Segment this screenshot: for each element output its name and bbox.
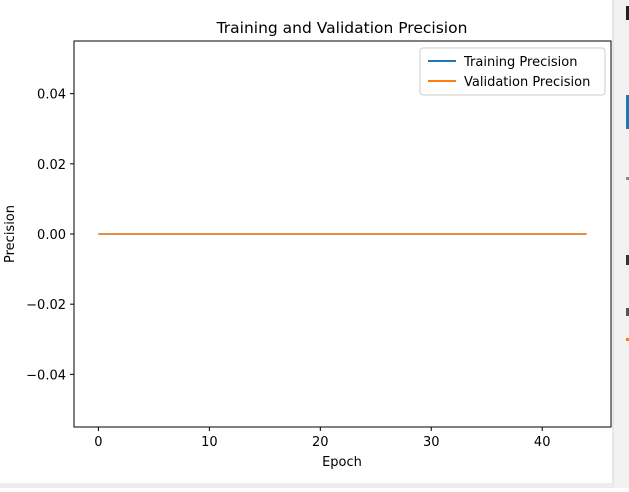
y-tick-label: −0.02 <box>26 298 66 313</box>
background-edge-mark-6 <box>626 338 629 341</box>
y-tick-label: 0.02 <box>37 158 66 173</box>
legend: Training Precision Validation Precision <box>419 47 606 96</box>
background-edge-mark-3 <box>626 177 629 180</box>
background-edge-mark-2 <box>626 95 629 129</box>
y-axis-label: Precision <box>3 205 18 263</box>
y-tick-label: 0.04 <box>37 88 66 103</box>
chart-title: Training and Validation Precision <box>216 19 468 37</box>
x-tick-label: 10 <box>201 435 218 450</box>
y-tick-label: 0.00 <box>37 228 66 243</box>
background-edge-mark-4 <box>626 255 629 265</box>
x-axis-label: Epoch <box>322 455 362 470</box>
x-tick-label: 20 <box>312 435 329 450</box>
legend-box <box>419 47 606 96</box>
bottom-window-strip <box>0 483 613 488</box>
background-edge-mark-5 <box>626 308 629 316</box>
tick-layer: 0 10 20 30 40 −0.04 −0.02 0.00 0.02 0.04 <box>26 88 550 450</box>
plot-frame <box>73 40 612 428</box>
legend-label-validation: Validation Precision <box>464 75 590 90</box>
background-edge-mark-1 <box>626 6 629 20</box>
x-tick-label: 30 <box>423 435 440 450</box>
y-tick-label: −0.04 <box>26 368 66 383</box>
legend-label-training: Training Precision <box>463 55 577 70</box>
x-tick-label: 40 <box>534 435 551 450</box>
x-tick-label: 0 <box>94 435 102 450</box>
background-window-edge <box>613 0 629 488</box>
